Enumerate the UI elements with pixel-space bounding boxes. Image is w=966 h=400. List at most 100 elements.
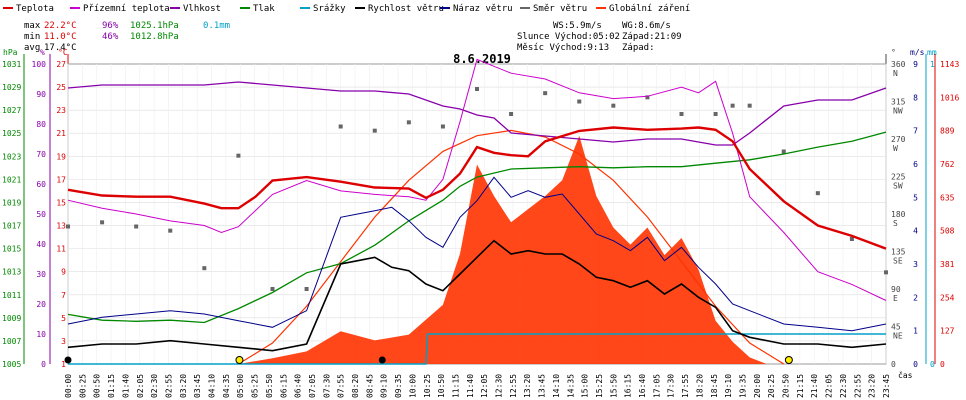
point-wind-direction	[577, 99, 582, 104]
tick-pct: 0	[41, 360, 46, 369]
axis-title-pct: %	[40, 48, 45, 57]
tick-time: 20:50	[782, 374, 791, 398]
legend-label-3: Tlak	[253, 4, 275, 14]
tick-hpa: 1031	[2, 60, 21, 69]
tick-deg-dir: SW	[893, 182, 903, 191]
tick-time: 09:35	[394, 374, 403, 398]
tick-deg-dir: E	[893, 294, 898, 303]
tick-c: 27	[56, 60, 66, 69]
stat-min-label: min	[24, 32, 40, 42]
tick-ms: 7	[913, 127, 918, 136]
point-wind-direction	[100, 220, 105, 225]
info-ws: WS:5.9m/s	[553, 21, 602, 31]
info-moon-set: Západ:	[622, 43, 655, 53]
tick-time: 15:25	[595, 374, 604, 398]
tick-ms: 0	[913, 360, 918, 369]
tick-time: 23:20	[868, 374, 877, 398]
tick-time: 16:15	[624, 374, 633, 398]
moonrise-marker	[378, 356, 386, 364]
tick-time: 19:35	[738, 374, 747, 398]
point-wind-direction	[134, 224, 139, 229]
time-axis-label: čas	[898, 370, 913, 380]
tick-time: 11:15	[451, 374, 460, 398]
tick-pct: 60	[36, 180, 46, 189]
tick-pct: 40	[36, 240, 46, 249]
tick-deg-dir: NE	[893, 332, 903, 341]
tick-time: 07:30	[322, 374, 331, 398]
point-wind-direction	[730, 103, 735, 108]
point-wind-direction	[406, 120, 411, 125]
tick-c: 15	[56, 198, 66, 207]
tick-c: 19	[56, 152, 66, 161]
point-wind-direction	[884, 270, 888, 275]
tick-time: 14:10	[552, 374, 561, 398]
tick-time: 00:00	[64, 374, 73, 398]
point-wind-direction	[781, 149, 786, 154]
info-sun: Slunce Východ:05:02	[517, 32, 620, 42]
tick-time: 22:55	[853, 374, 862, 398]
point-wind-direction	[713, 112, 718, 116]
tick-hpa: 1029	[2, 83, 21, 92]
tick-time: 02:55	[164, 374, 173, 398]
tick-time: 04:10	[208, 374, 217, 398]
tick-time: 17:55	[681, 374, 690, 398]
tick-c: 5	[61, 314, 66, 323]
point-wind-direction	[543, 91, 548, 96]
tick-time: 05:25	[251, 374, 260, 398]
series-gust	[67, 176, 887, 332]
tick-pct: 30	[36, 270, 46, 279]
point-wind-direction	[440, 124, 445, 129]
point-wind-direction	[304, 287, 309, 291]
point-wind-direction	[338, 124, 343, 129]
legend-label-2: Vlhkost	[183, 4, 221, 14]
tick-time: 03:45	[193, 374, 202, 398]
legend-label-5: Rychlost větru	[368, 4, 444, 14]
tick-time: 12:30	[495, 374, 504, 398]
tick-time: 11:40	[466, 374, 475, 398]
tick-time: 22:30	[839, 374, 848, 398]
tick-wm2: 127	[940, 327, 955, 336]
tick-c: 13	[56, 222, 66, 231]
tick-time: 02:30	[150, 374, 159, 398]
left-axes: 1031102910271025102310211019101710151013…	[2, 54, 69, 369]
tick-time: 16:40	[638, 374, 647, 398]
chart-title: 8.6.2019	[453, 52, 511, 66]
tick-time: 06:15	[279, 374, 288, 398]
legend-label-8: Globální záření	[609, 4, 690, 14]
tick-ms: 6	[913, 160, 918, 169]
tick-c: 25	[56, 83, 66, 92]
tick-hpa: 1027	[2, 106, 21, 115]
stat-max-label: max	[24, 21, 41, 31]
axis-title-hpa: hPa	[3, 48, 18, 57]
tick-pct: 100	[32, 60, 47, 69]
tick-time: 10:25	[423, 374, 432, 398]
tick-time: 15:50	[609, 374, 618, 398]
tick-time: 09:10	[380, 374, 389, 398]
axis-title-mm: mm	[927, 48, 937, 57]
tick-time: 01:40	[121, 374, 130, 398]
tick-c: 9	[61, 268, 66, 277]
point-wind-direction	[475, 87, 479, 91]
point-wind-direction	[815, 191, 820, 196]
info-wg: WG:8.6m/s	[622, 21, 671, 31]
tick-hpa: 1021	[2, 175, 21, 184]
tick-time: 20:00	[753, 374, 762, 398]
tick-ms: 5	[913, 193, 918, 202]
tick-time: 03:20	[179, 374, 188, 398]
tick-deg-dir: W	[893, 144, 898, 153]
tick-deg: 45	[891, 323, 901, 332]
tick-ms: 3	[913, 260, 918, 269]
tick-deg: 315	[891, 98, 906, 107]
tick-time: 14:35	[566, 374, 575, 398]
tick-hpa: 1013	[2, 268, 21, 277]
tick-pct: 70	[36, 150, 46, 159]
legend-label-0: Teplota	[16, 4, 54, 14]
series-humidity	[67, 81, 887, 146]
tick-deg: 90	[891, 285, 901, 294]
tick-deg: 360	[891, 60, 906, 69]
tick-mm: 0	[930, 360, 935, 369]
tick-hpa: 1009	[2, 314, 21, 323]
tick-c: 17	[56, 175, 66, 184]
sunrise-marker	[235, 356, 244, 364]
